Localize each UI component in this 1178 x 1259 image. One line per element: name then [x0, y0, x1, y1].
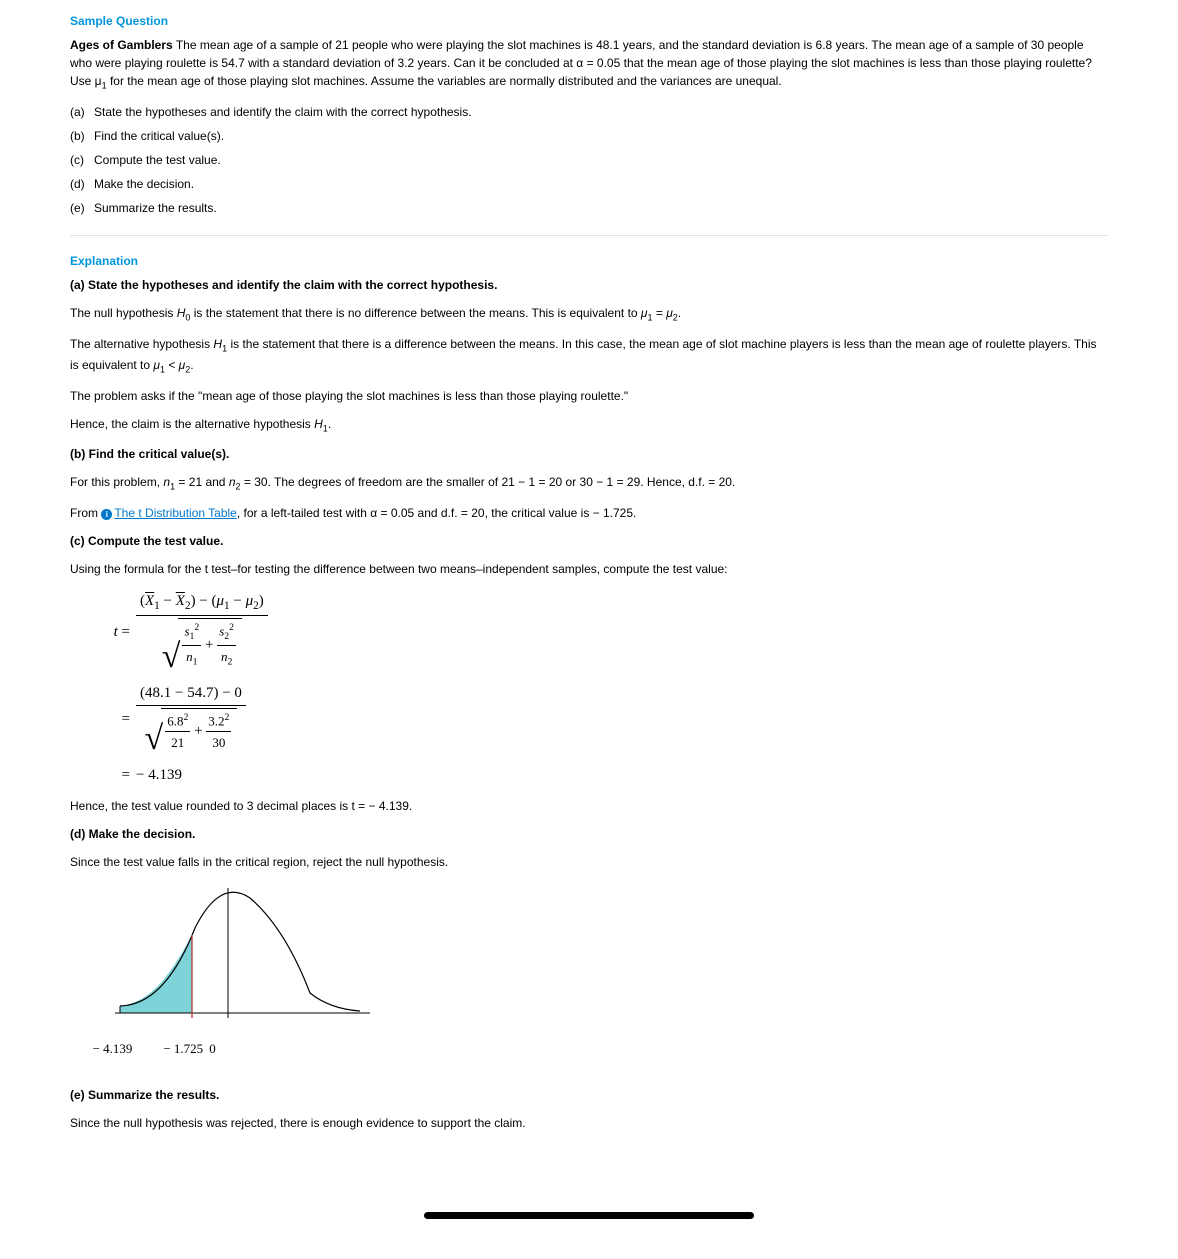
chart-labels: − 4.139 − 1.725 0 [100, 1039, 1108, 1059]
part-d-text: Make the decision. [94, 177, 194, 191]
part-e: (e)Summarize the results. [70, 199, 1108, 217]
exp-a-claim: The problem asks if the "mean age of tho… [70, 387, 1108, 405]
exp-b-l2-pre: From [70, 506, 101, 520]
exp-e-heading: (e) Summarize the results. [70, 1086, 1108, 1104]
exp-b-heading: (b) Find the critical value(s). [70, 445, 1108, 463]
part-b: (b)Find the critical value(s). [70, 127, 1108, 145]
explanation-header: Explanation [70, 252, 1108, 270]
s1: 6.8 [167, 713, 183, 728]
exp-c-intro: Using the formula for the t test–for tes… [70, 560, 1108, 578]
question-text-2: for the mean age of those playing slot m… [107, 74, 782, 88]
divider [70, 235, 1108, 236]
sample-question-header: Sample Question [70, 12, 1108, 30]
question-parts: (a)State the hypotheses and identify the… [70, 103, 1108, 217]
n1d: 21 [165, 732, 190, 753]
exp-d-text: Since the test value falls in the critic… [70, 853, 1108, 871]
zero-label: 0 [208, 1039, 218, 1059]
exp-e-text: Since the null hypothesis was rejected, … [70, 1114, 1108, 1132]
exp-b-l1-pre: For this problem, [70, 475, 163, 489]
info-icon: i [101, 509, 112, 520]
exp-b-df: . The degrees of freedom are the smaller… [268, 475, 736, 489]
exp-b-l2-post: , for a left-tailed test with α = 0.05 a… [237, 506, 637, 520]
exp-a-null-pre: The null hypothesis [70, 306, 177, 320]
t-distribution-link[interactable]: The t Distribution Table [114, 506, 237, 520]
question-body: Ages of Gamblers The mean age of a sampl… [70, 36, 1108, 93]
exp-a-alt-post: is the statement that there is a differe… [70, 337, 1097, 372]
part-b-text: Find the critical value(s). [94, 129, 224, 143]
s2: 3.2 [208, 713, 224, 728]
n2d: 30 [206, 732, 231, 753]
t-formula: t = (X1 − X2) − (μ1 − μ2) √ s12n1 + s22n… [100, 590, 1108, 787]
exp-d-heading: (d) Make the decision. [70, 825, 1108, 843]
t-value-label: − 4.139 [90, 1039, 135, 1059]
exp-b-n2: 30 [254, 475, 267, 489]
t-num-diff: (48.1 − 54.7) − 0 [136, 682, 246, 706]
exp-b-line1: For this problem, n1 = 21 and n2 = 30. T… [70, 473, 1108, 494]
exp-a-heading: (a) State the hypotheses and identify th… [70, 276, 1108, 294]
exp-a-claim-conclusion: Hence, the claim is the alternative hypo… [70, 415, 1108, 436]
exp-a-claim-pre: Hence, the claim is the alternative hypo… [70, 417, 314, 431]
question-title: Ages of Gamblers [70, 38, 173, 52]
t-result: − 4.139 [136, 764, 182, 787]
exp-b-line2: From iThe t Distribution Table, for a le… [70, 504, 1108, 522]
scroll-indicator [424, 1212, 754, 1219]
part-c-text: Compute the test value. [94, 153, 221, 167]
cv-label: − 1.725 [158, 1039, 208, 1059]
exp-a-alt-pre: The alternative hypothesis [70, 337, 213, 351]
exp-a-null: The null hypothesis H0 is the statement … [70, 304, 1108, 325]
part-a-text: State the hypotheses and identify the cl… [94, 105, 472, 119]
exp-c-heading: (c) Compute the test value. [70, 532, 1108, 550]
exp-a-null-post: is the statement that there is no differ… [190, 306, 641, 320]
part-d: (d)Make the decision. [70, 175, 1108, 193]
exp-a-alt: The alternative hypothesis H1 is the sta… [70, 335, 1108, 377]
exp-b-n1: 21 [189, 475, 202, 489]
part-a: (a)State the hypotheses and identify the… [70, 103, 1108, 121]
exp-c-conclusion: Hence, the test value rounded to 3 decim… [70, 797, 1108, 815]
part-e-text: Summarize the results. [94, 201, 217, 215]
part-c: (c)Compute the test value. [70, 151, 1108, 169]
rejection-region-chart [100, 883, 380, 1033]
